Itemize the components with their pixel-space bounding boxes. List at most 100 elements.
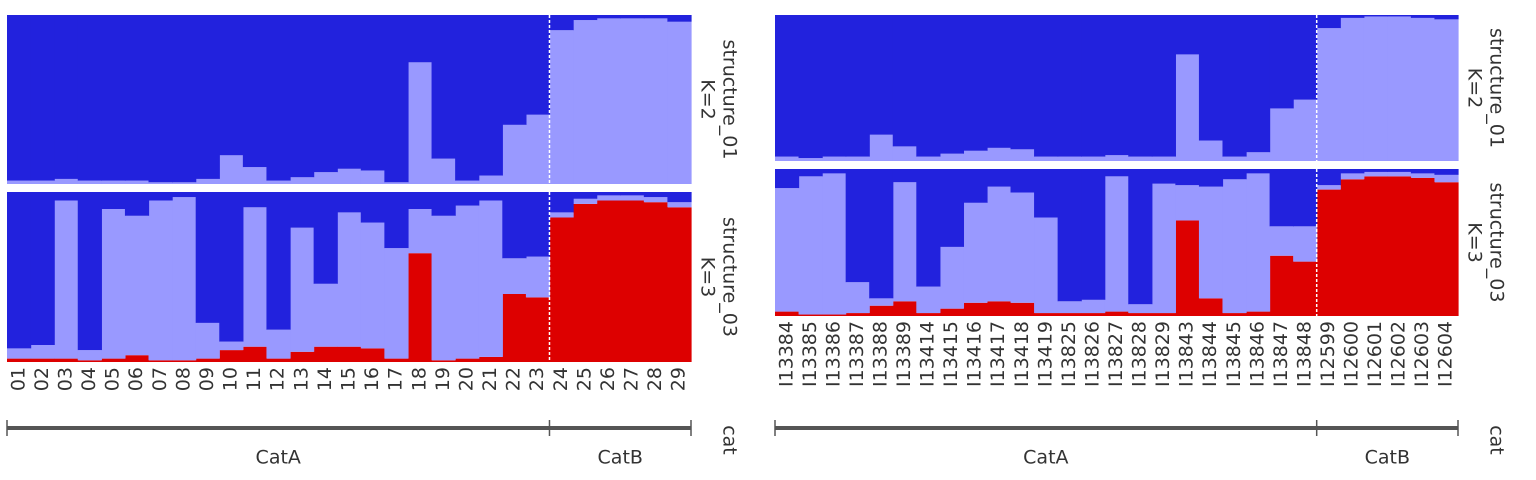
bar-segment bbox=[1363, 171, 1388, 177]
bar-segment bbox=[1010, 169, 1035, 193]
bar-segment bbox=[798, 314, 823, 316]
facet-subtitle: K=3 bbox=[1464, 222, 1486, 262]
bar-segment bbox=[1175, 15, 1200, 55]
bar-segment bbox=[643, 18, 669, 184]
bar-segment bbox=[30, 345, 55, 359]
bar-segment bbox=[1293, 99, 1318, 161]
bar-segment bbox=[525, 15, 551, 115]
bar-segment bbox=[1034, 15, 1059, 157]
group-label: CatA bbox=[1023, 447, 1068, 469]
group-label: CatB bbox=[598, 447, 643, 469]
bar-segment bbox=[1363, 169, 1388, 172]
bar-segment bbox=[313, 283, 338, 347]
bar-segment bbox=[1010, 149, 1035, 161]
bar-segment bbox=[1222, 313, 1247, 316]
bar-segment bbox=[939, 169, 965, 247]
x-tick-label: I13845 bbox=[1223, 321, 1245, 387]
bar-segment bbox=[1316, 15, 1341, 29]
bar-segment bbox=[219, 155, 244, 184]
bar-segment bbox=[775, 188, 800, 312]
facet-title: structure_01 bbox=[719, 40, 741, 160]
x-tick-label: I13419 bbox=[1034, 321, 1056, 387]
bar-segment bbox=[407, 253, 433, 362]
bar-segment bbox=[1434, 169, 1459, 175]
bar-segment bbox=[455, 192, 480, 206]
bar-segment bbox=[1434, 15, 1459, 20]
bar-segment bbox=[124, 192, 150, 216]
bar-segment bbox=[916, 286, 941, 314]
bar-segment bbox=[266, 192, 291, 330]
bar-segment bbox=[101, 209, 126, 359]
bar-segment bbox=[1246, 173, 1271, 312]
bar-segment bbox=[939, 308, 965, 316]
x-tick-label: I13847 bbox=[1270, 321, 1292, 387]
bar-segment bbox=[313, 15, 338, 173]
x-tick-label: I13825 bbox=[1058, 321, 1080, 387]
bar-segment bbox=[502, 124, 527, 184]
bar-segment bbox=[643, 192, 669, 198]
x-tick-label: 08 bbox=[172, 367, 194, 391]
x-tick-label: I12601 bbox=[1364, 321, 1386, 387]
bar-segment bbox=[1175, 169, 1200, 186]
bar-segment bbox=[939, 153, 965, 161]
bar-segment bbox=[384, 192, 409, 249]
bar-segment bbox=[1222, 179, 1247, 314]
x-tick-label: 10 bbox=[220, 367, 242, 391]
bar-segment bbox=[1246, 169, 1271, 174]
bar-segment bbox=[455, 205, 480, 359]
bar-segment bbox=[963, 169, 988, 203]
bar-segment bbox=[1010, 192, 1035, 303]
bar-segment bbox=[1387, 171, 1412, 177]
bar-segment bbox=[195, 322, 220, 359]
bar-segment bbox=[1128, 304, 1153, 314]
bar-segment bbox=[986, 169, 1012, 187]
group-label: CatB bbox=[1365, 447, 1410, 469]
bar-segment bbox=[242, 207, 268, 347]
bar-segment bbox=[148, 15, 173, 183]
x-tick-label: 01 bbox=[7, 367, 29, 391]
bar-segment bbox=[1057, 169, 1082, 302]
bar-segment bbox=[1081, 156, 1106, 161]
bar-segment bbox=[124, 215, 150, 356]
bar-segment bbox=[869, 298, 894, 306]
bar-segment bbox=[124, 15, 150, 181]
bar-segment bbox=[30, 358, 55, 362]
bar-segment bbox=[1081, 15, 1106, 157]
bar-segment bbox=[384, 358, 409, 362]
bar-segment bbox=[1293, 169, 1318, 227]
bar-segment bbox=[1034, 313, 1059, 316]
bar-segment bbox=[549, 217, 574, 362]
bar-segment bbox=[986, 186, 1012, 302]
x-tick-label: 21 bbox=[479, 367, 501, 391]
x-tick-label: 09 bbox=[196, 367, 218, 391]
bar-segment bbox=[54, 192, 79, 201]
bar-segment bbox=[963, 202, 988, 303]
x-tick-label: 18 bbox=[408, 367, 430, 391]
x-tick-label: I13416 bbox=[964, 321, 986, 387]
bar-segment bbox=[1034, 217, 1059, 314]
bar-segment bbox=[1010, 302, 1035, 316]
bar-segment bbox=[1316, 185, 1341, 190]
bar-segment bbox=[290, 15, 315, 178]
bar-segment bbox=[1246, 152, 1271, 161]
bar-segment bbox=[360, 192, 385, 223]
bar-segment bbox=[1340, 179, 1365, 316]
bar-segment bbox=[775, 311, 800, 316]
bar-segment bbox=[54, 358, 79, 362]
bar-segment bbox=[667, 207, 692, 362]
x-tick-label: 06 bbox=[125, 367, 147, 391]
bar-segment bbox=[1010, 15, 1035, 150]
bar-segment bbox=[1104, 176, 1129, 312]
bar-segment bbox=[407, 15, 433, 63]
bar-segment bbox=[407, 62, 433, 184]
bar-segment bbox=[869, 134, 894, 161]
x-tick-label: I13386 bbox=[822, 321, 844, 387]
bar-segment bbox=[1128, 313, 1153, 316]
bar-segment bbox=[219, 350, 244, 362]
bar-segment bbox=[1387, 16, 1412, 162]
bar-segment bbox=[1387, 169, 1412, 172]
bar-segment bbox=[869, 169, 894, 299]
bar-segment bbox=[1104, 15, 1129, 156]
bar-segment bbox=[478, 175, 503, 184]
